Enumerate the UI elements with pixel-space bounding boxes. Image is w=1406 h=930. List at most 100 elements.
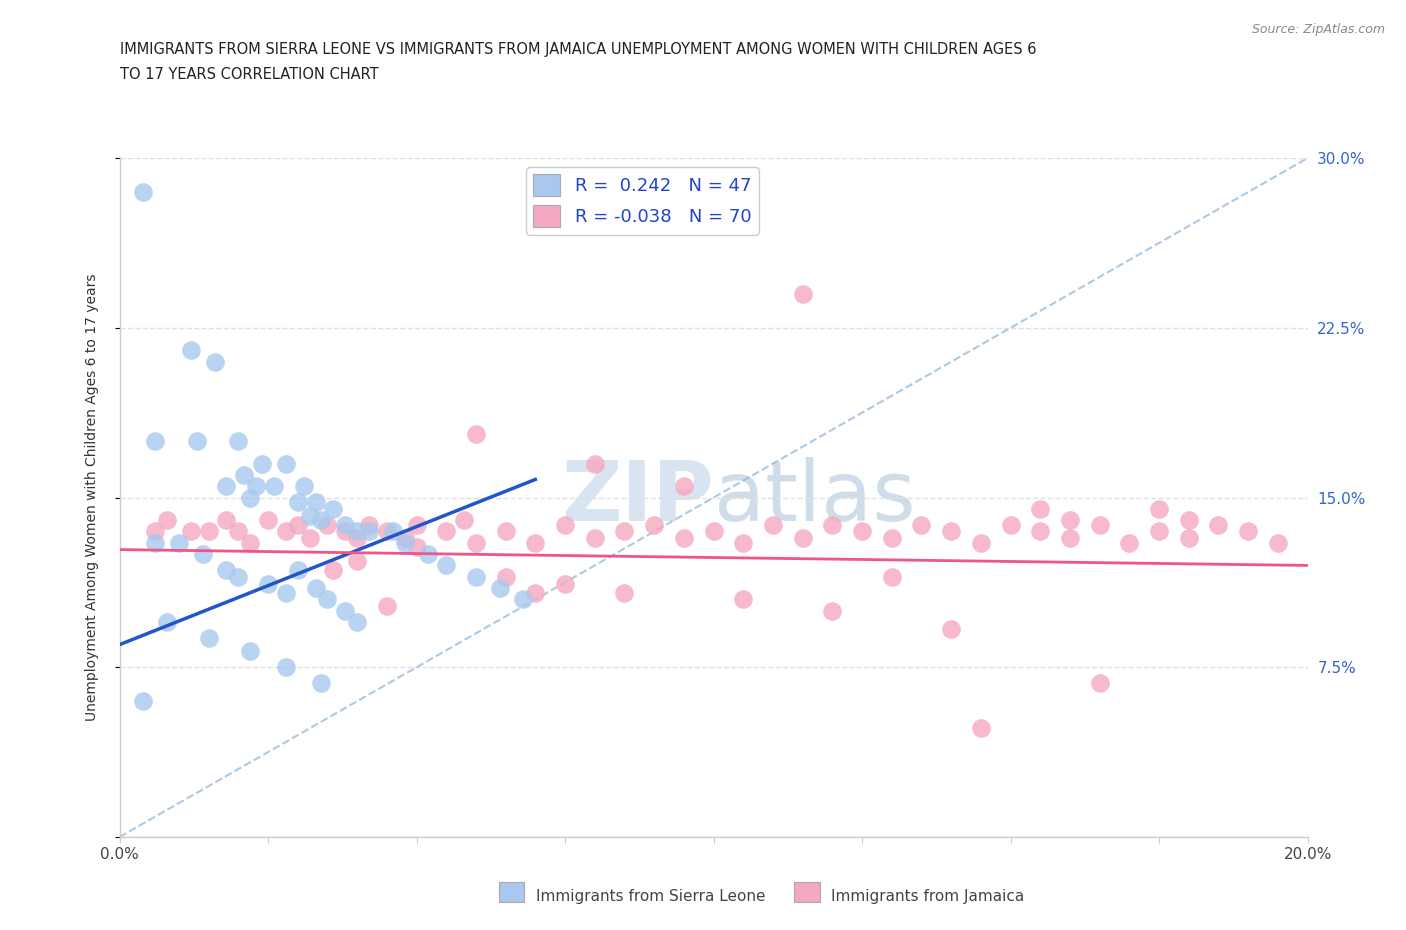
Point bbox=[335, 604, 357, 618]
Point bbox=[554, 576, 576, 591]
Point bbox=[939, 524, 962, 538]
Point bbox=[197, 631, 219, 645]
Point bbox=[274, 457, 297, 472]
Point bbox=[357, 524, 380, 538]
Point bbox=[851, 524, 873, 538]
Point bbox=[322, 501, 344, 516]
Point bbox=[394, 536, 416, 551]
Point bbox=[298, 508, 321, 523]
Text: IMMIGRANTS FROM SIERRA LEONE VS IMMIGRANTS FROM JAMAICA UNEMPLOYMENT AMONG WOMEN: IMMIGRANTS FROM SIERRA LEONE VS IMMIGRAN… bbox=[120, 42, 1036, 57]
Point bbox=[180, 524, 202, 538]
Point bbox=[274, 585, 297, 600]
Point bbox=[274, 660, 297, 675]
Point bbox=[228, 524, 250, 538]
Point bbox=[733, 592, 755, 607]
Point bbox=[311, 676, 333, 691]
Point bbox=[239, 644, 262, 658]
Point bbox=[132, 694, 155, 709]
Text: Immigrants from Sierra Leone: Immigrants from Sierra Leone bbox=[536, 889, 765, 904]
Point bbox=[405, 517, 427, 532]
Point bbox=[143, 433, 166, 448]
Point bbox=[346, 553, 368, 568]
Point bbox=[1118, 536, 1140, 551]
Point bbox=[495, 569, 517, 584]
Point bbox=[672, 479, 695, 494]
Point bbox=[156, 512, 179, 527]
Point bbox=[613, 585, 636, 600]
Legend: R =  0.242   N = 47, R = -0.038   N = 70: R = 0.242 N = 47, R = -0.038 N = 70 bbox=[526, 167, 759, 234]
Text: Immigrants from Jamaica: Immigrants from Jamaica bbox=[831, 889, 1024, 904]
Point bbox=[215, 563, 238, 578]
Point bbox=[910, 517, 932, 532]
Point bbox=[287, 495, 309, 510]
Point bbox=[228, 433, 250, 448]
Point bbox=[1208, 517, 1230, 532]
Point bbox=[1088, 517, 1111, 532]
Point bbox=[239, 490, 262, 505]
Point bbox=[245, 479, 267, 494]
Point bbox=[346, 524, 368, 538]
Point bbox=[304, 495, 326, 510]
Point bbox=[143, 524, 166, 538]
Point bbox=[733, 536, 755, 551]
Point bbox=[228, 569, 250, 584]
Point bbox=[1088, 676, 1111, 691]
Point bbox=[335, 517, 357, 532]
Point bbox=[1029, 501, 1052, 516]
Point bbox=[287, 517, 309, 532]
Point bbox=[292, 479, 315, 494]
Point bbox=[762, 517, 785, 532]
Point bbox=[970, 536, 993, 551]
Point bbox=[250, 457, 273, 472]
Point bbox=[792, 531, 814, 546]
Point bbox=[464, 427, 486, 442]
Point bbox=[512, 592, 534, 607]
Point bbox=[316, 517, 339, 532]
Point bbox=[215, 479, 238, 494]
Point bbox=[298, 531, 321, 546]
Point bbox=[394, 531, 416, 546]
Point bbox=[346, 531, 368, 546]
Point bbox=[322, 563, 344, 578]
Point bbox=[613, 524, 636, 538]
Point bbox=[1000, 517, 1022, 532]
Point bbox=[381, 524, 404, 538]
Text: TO 17 YEARS CORRELATION CHART: TO 17 YEARS CORRELATION CHART bbox=[120, 67, 378, 82]
Point bbox=[239, 536, 262, 551]
Point bbox=[197, 524, 219, 538]
Point bbox=[346, 615, 368, 630]
Point bbox=[583, 531, 606, 546]
Point bbox=[495, 524, 517, 538]
Point bbox=[821, 604, 844, 618]
Text: ZIP: ZIP bbox=[561, 457, 713, 538]
Point bbox=[180, 343, 202, 358]
Point bbox=[257, 576, 280, 591]
Point bbox=[186, 433, 208, 448]
Point bbox=[274, 524, 297, 538]
Point bbox=[418, 547, 440, 562]
Point bbox=[643, 517, 665, 532]
Point bbox=[702, 524, 725, 538]
Text: atlas: atlas bbox=[713, 457, 915, 538]
Point bbox=[287, 563, 309, 578]
Point bbox=[792, 286, 814, 301]
Point bbox=[1178, 512, 1201, 527]
Point bbox=[1178, 531, 1201, 546]
Point bbox=[880, 531, 903, 546]
Point bbox=[1147, 501, 1170, 516]
Point bbox=[434, 524, 457, 538]
Point bbox=[233, 468, 256, 483]
Point bbox=[335, 524, 357, 538]
Point bbox=[1059, 512, 1081, 527]
Point bbox=[257, 512, 280, 527]
Point bbox=[304, 580, 326, 595]
Point bbox=[821, 517, 844, 532]
Point bbox=[1029, 524, 1052, 538]
Point bbox=[583, 457, 606, 472]
Point bbox=[204, 354, 226, 369]
Point bbox=[215, 512, 238, 527]
Y-axis label: Unemployment Among Women with Children Ages 6 to 17 years: Unemployment Among Women with Children A… bbox=[84, 273, 98, 722]
Point bbox=[434, 558, 457, 573]
Point bbox=[524, 536, 547, 551]
Point bbox=[1237, 524, 1260, 538]
